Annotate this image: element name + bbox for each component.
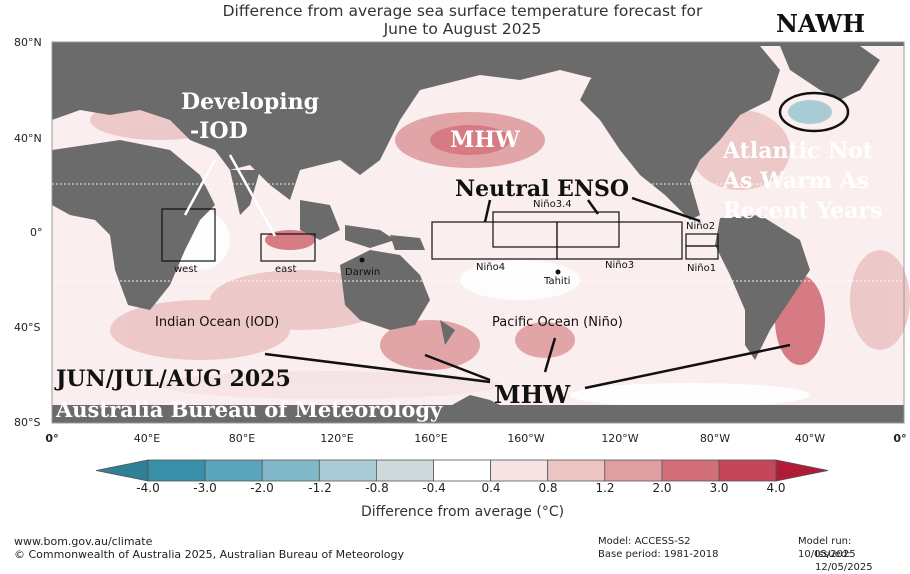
colorbar-tick-label: -0.4 (422, 481, 446, 495)
colorbar-tick-label: 0.4 (481, 481, 501, 495)
colorbar-swatch (604, 459, 663, 482)
lon-label-40w: 40°W (794, 432, 826, 445)
annotation-lines-dark (264, 196, 791, 390)
lon-label-160e: 160°E (414, 432, 448, 445)
footer-copyright: © Commonwealth of Australia 2025, Austra… (14, 548, 404, 561)
colorbar-arrow-max (775, 459, 829, 482)
colorbar-tick-label: -0.8 (365, 481, 389, 495)
lon-label-0: 0° (45, 432, 59, 445)
darwin-dot (359, 257, 365, 263)
nawh-circle (778, 91, 850, 133)
lon-label-0-east: 0° (893, 432, 907, 445)
colorbar (95, 459, 829, 482)
nawh-cool-patch (788, 100, 832, 124)
colorbar-tick-label: 2.0 (652, 481, 672, 495)
east-box-label: east (275, 264, 297, 275)
neutral-enso-annotation: Neutral ENSO (455, 176, 630, 202)
footer-issued: Issued: 12/05/2025 (815, 549, 873, 573)
footer-url[interactable]: www.bom.gov.au/climate (14, 535, 153, 548)
darwin-label: Darwin (345, 267, 381, 278)
gridlines (52, 183, 904, 282)
nino2-label: Niño2 (686, 221, 716, 232)
tahiti-label: Tahiti (544, 276, 571, 287)
east-box (260, 233, 316, 262)
mhw-south-annotation: MHW (494, 380, 571, 409)
colorbar-swatch (261, 459, 320, 482)
nino34-label: Niño3.4 (533, 199, 572, 210)
chart-title-line2: June to August 2025 (383, 20, 542, 38)
lat-label-80n: 80°N (14, 36, 42, 49)
agency-annotation: Australia Bureau of Meteorology (56, 397, 443, 422)
lon-label-120w: 120°W (601, 432, 639, 445)
colorbar-swatch (490, 459, 549, 482)
colorbar-arrow-min (95, 459, 149, 482)
colorbar-swatch (375, 459, 434, 482)
nino1-label: Niño1 (687, 263, 717, 274)
nino3-label: Niño3 (605, 260, 635, 271)
west-box-label: west (174, 264, 198, 275)
nino3-box (556, 221, 683, 260)
developing-iod-line2: -IOD (190, 118, 248, 144)
pacific-ocean-label: Pacific Ocean (Niño) (492, 315, 623, 330)
colorbar-tick-label: 3.0 (709, 481, 729, 495)
colorbar-tick-label: -1.2 (308, 481, 332, 495)
footer-model: Model: ACCESS-S2 (598, 536, 691, 547)
footer-model-run: Model run: 10/05/2025 (798, 536, 856, 560)
nino1-box (685, 245, 719, 260)
colorbar-tick-label: 4.0 (766, 481, 786, 495)
footer-base-period: Base period: 1981-2018 (598, 549, 719, 560)
atlantic-annotation-line3: Recent Years (723, 198, 883, 224)
map-frame (51, 41, 905, 424)
indian-ocean-label: Indian Ocean (IOD) (155, 315, 280, 330)
colorbar-swatch (661, 459, 720, 482)
colorbar-tick-label: 0.8 (538, 481, 558, 495)
colorbar-swatch (547, 459, 606, 482)
colorbar-swatch (147, 459, 206, 482)
lon-label-120e: 120°E (320, 432, 354, 445)
nino34-box (492, 211, 620, 248)
atlantic-annotation-line1: Atlantic Not (723, 138, 873, 164)
colorbar-swatch (718, 459, 777, 482)
colorbar-tick-label: 1.2 (595, 481, 615, 495)
nawh-annotation: NAWH (776, 9, 865, 38)
mhw-north-annotation: MHW (450, 127, 520, 153)
lon-label-160w: 160°W (507, 432, 545, 445)
lat-label-40n: 40°N (14, 132, 42, 145)
colorbar-swatch (318, 459, 377, 482)
lon-label-40e: 40°E (133, 432, 161, 445)
developing-iod-line1: Developing (181, 89, 320, 115)
lat-label-0: 0° (30, 226, 43, 239)
colorbar-swatch (204, 459, 263, 482)
colorbar-swatch (433, 459, 491, 482)
season-annotation: JUN/JUL/AUG 2025 (56, 366, 291, 392)
colorbar-tick-label: -2.0 (250, 481, 274, 495)
chart-title-line1: Difference from average sea surface temp… (222, 2, 703, 20)
colorbar-tick-label: -3.0 (193, 481, 217, 495)
land-masses (52, 42, 904, 423)
lat-label-40s: 40°S (14, 321, 41, 334)
lon-label-80e: 80°E (228, 432, 256, 445)
atlantic-annotation-line2: As Warm As (723, 168, 870, 194)
nino4-label: Niño4 (476, 262, 506, 273)
tahiti-dot (555, 269, 561, 275)
annotation-lines (183, 154, 277, 237)
lon-label-80w: 80°W (699, 432, 731, 445)
colorbar-title: Difference from average (°C) (360, 504, 565, 520)
colorbar-tick-label: -4.0 (136, 481, 160, 495)
lat-label-80s: 80°S (14, 416, 41, 429)
